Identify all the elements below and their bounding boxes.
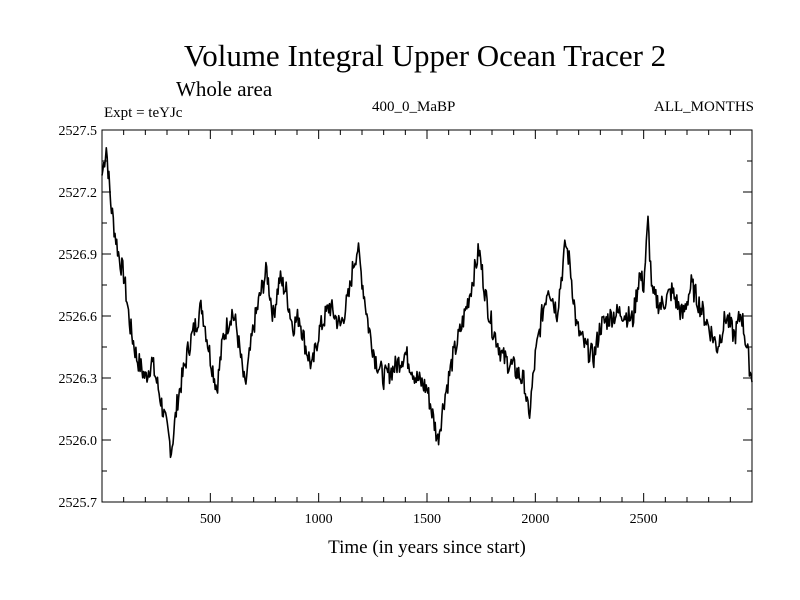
x-tick-label: 500 [200,512,221,527]
chart-subtitle: Whole area [176,77,273,101]
y-tick-label: 2525.7 [59,496,98,511]
y-tick-label: 2527.5 [59,124,98,139]
months-label: ALL_MONTHS [654,99,754,115]
y-tick-label: 2526.0 [59,434,98,449]
period-label: 400_0_MaBP [372,99,456,115]
series-line [101,147,753,459]
x-axis-label: Time (in years since start) [328,537,526,558]
experiment-label: Expt = teYJc [104,105,183,121]
chart-title: Volume Integral Upper Ocean Tracer 2 [183,38,667,73]
x-tick-label: 1500 [413,512,441,527]
y-tick-label: 2527.2 [59,186,98,201]
x-tick-label: 1000 [305,512,333,527]
y-tick-label: 2526.9 [59,248,98,263]
x-tick-label: 2000 [521,512,549,527]
y-tick-label: 2526.6 [59,310,98,325]
x-tick-label: 2500 [630,512,658,527]
y-tick-label: 2526.3 [59,372,98,387]
